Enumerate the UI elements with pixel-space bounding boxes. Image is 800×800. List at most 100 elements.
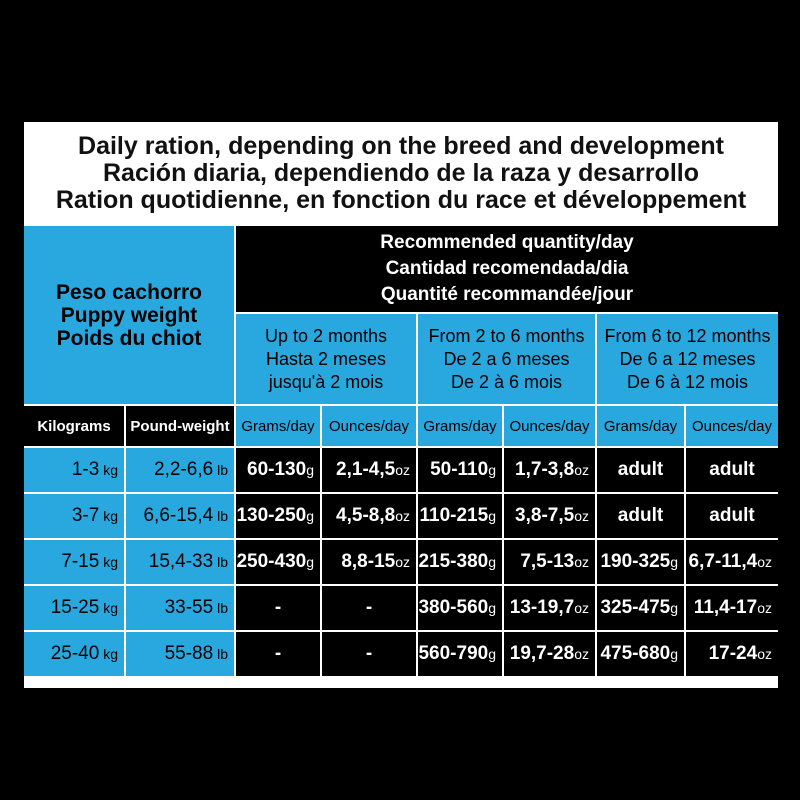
pound-weight-cell: 6,6-15,4 lb — [126, 494, 234, 538]
ounces-cell: 2,1-4,5 oz — [322, 448, 416, 492]
ounces-value: 17-24 — [708, 643, 758, 664]
ounces-cell: 6,7-11,4 oz — [686, 540, 778, 584]
pound-weight-unit: lb — [213, 600, 228, 616]
recommended-line-1: Recommended quantity/day — [380, 232, 634, 253]
kilograms-cell: 7-15 kg — [24, 540, 124, 584]
pound-weight-cell: 15,4-33 lb — [126, 540, 234, 584]
grams-cell: 475-680 g — [597, 632, 684, 676]
ounces-cell: 13-19,7 oz — [504, 586, 595, 630]
ounces-unit: oz — [574, 600, 589, 616]
ounces-cell: adult — [686, 494, 778, 538]
kilograms-unit: kg — [99, 554, 118, 570]
pound-weight-value: 2,2-6,6 — [154, 459, 214, 480]
pound-weight-unit: lb — [213, 646, 228, 662]
ounces-value: 1,7-3,8 — [515, 459, 575, 480]
grams-unit: g — [488, 508, 496, 524]
ounces-value: 3,8-7,5 — [515, 505, 575, 526]
grams-value: adult — [617, 505, 664, 526]
grams-value: - — [274, 643, 282, 664]
grams-cell: 190-325 g — [597, 540, 684, 584]
pound-weight-unit: lb — [213, 554, 228, 570]
kilograms-cell: 15-25 kg — [24, 586, 124, 630]
grams-cell: 325-475 g — [597, 586, 684, 630]
ounces-unit: oz — [574, 554, 589, 570]
recommended-line-2: Cantidad recomendada/dia — [385, 258, 629, 279]
ounces-unit: oz — [574, 508, 589, 524]
title-french: Ration quotidienne, en fonction du race … — [55, 185, 747, 214]
ounces-cell: 17-24 oz — [686, 632, 778, 676]
ounces-cell: 11,4-17 oz — [686, 586, 778, 630]
kilograms-value: 7-15 — [61, 551, 100, 572]
grams-cell: 560-790 g — [418, 632, 502, 676]
kilograms-unit: kg — [99, 462, 118, 478]
kilograms-value: 15-25 — [50, 597, 100, 618]
age-group-line-2: De 6 a 12 meses — [619, 348, 756, 369]
column-header-ounces: Ounces/day — [686, 406, 778, 446]
grams-value: 110-215 — [419, 505, 489, 526]
grams-value: 560-790 — [418, 643, 489, 664]
ounces-value: 2,1-4,5 — [336, 459, 396, 480]
title-english: Daily ration, depending on the breed and… — [78, 131, 724, 160]
grams-unit: g — [488, 462, 496, 478]
grams-cell: 380-560 g — [418, 586, 502, 630]
ounces-cell: adult — [686, 448, 778, 492]
ounces-unit: oz — [395, 554, 410, 570]
age-group-line-3: jusqu'à 2 mois — [268, 371, 384, 392]
puppy-weight-header: Peso cachorro Puppy weight Poids du chiot — [24, 226, 234, 404]
ounces-cell: - — [322, 632, 416, 676]
kilograms-value: 25-40 — [50, 643, 100, 664]
grams-value: 325-475 — [600, 597, 671, 618]
kilograms-cell: 25-40 kg — [24, 632, 124, 676]
pound-weight-value: 33-55 — [164, 597, 214, 618]
column-header-grams: Grams/day — [236, 406, 320, 446]
column-header-ounces: Ounces/day — [504, 406, 595, 446]
ounces-value: - — [365, 643, 373, 664]
ounces-value: 8,8-15 — [341, 551, 396, 572]
pound-weight-unit: lb — [213, 462, 228, 478]
column-header-ounces: Ounces/day — [322, 406, 416, 446]
ounces-cell: 19,7-28 oz — [504, 632, 595, 676]
grams-unit: g — [306, 462, 314, 478]
column-header-grams: Grams/day — [418, 406, 502, 446]
kilograms-cell: 1-3 kg — [24, 448, 124, 492]
grams-cell: - — [236, 586, 320, 630]
grams-cell: 130-250 g — [236, 494, 320, 538]
ounces-value: 4,5-8,8 — [336, 505, 396, 526]
grams-unit: g — [306, 508, 314, 524]
ounces-cell: 3,8-7,5 oz — [504, 494, 595, 538]
age-group-line-1: From 6 to 12 months — [604, 325, 771, 346]
ounces-value: adult — [709, 505, 755, 526]
ounces-value: 11,4-17 — [693, 597, 758, 618]
grams-cell: adult — [597, 448, 684, 492]
grams-value: 380-560 — [418, 597, 489, 618]
recommended-quantity-header: Recommended quantity/day Cantidad recomen… — [236, 226, 778, 312]
age-group-line-1: From 2 to 6 months — [428, 325, 585, 346]
pound-weight-unit: lb — [213, 508, 228, 524]
grams-value: 250-430 — [236, 551, 307, 572]
grams-cell: - — [236, 632, 320, 676]
recommended-line-3: Quantité recommandée/jour — [380, 284, 634, 305]
grams-cell: 215-380 g — [418, 540, 502, 584]
ounces-unit: oz — [574, 462, 589, 478]
table-title: Daily ration, depending on the breed and… — [24, 122, 778, 224]
pound-weight-cell: 33-55 lb — [126, 586, 234, 630]
age-group-line-2: De 2 a 6 meses — [443, 348, 570, 369]
grams-unit: g — [488, 554, 496, 570]
ounces-unit: oz — [757, 554, 772, 570]
puppy-weight-line-3: Poids du chiot — [56, 326, 202, 350]
column-header-kilograms: Kilograms — [24, 406, 124, 446]
kilograms-value: 1-3 — [71, 459, 100, 480]
pound-weight-cell: 2,2-6,6 lb — [126, 448, 234, 492]
grams-value: - — [274, 597, 282, 618]
ounces-value: 7,5-13 — [520, 551, 575, 572]
ounces-cell: 8,8-15 oz — [322, 540, 416, 584]
ration-table: Daily ration, depending on the breed and… — [24, 122, 778, 688]
grams-value: 190-325 — [600, 551, 671, 572]
age-group-header: Up to 2 months Hasta 2 meses jusqu'à 2 moi… — [236, 314, 416, 404]
ounces-unit: oz — [757, 600, 772, 616]
grams-unit: g — [670, 554, 678, 570]
ounces-unit: oz — [395, 462, 410, 478]
title-spanish: Ración diaria, dependiendo de la raza y … — [102, 158, 699, 187]
grams-value: 475-680 — [600, 643, 671, 664]
ounces-value: - — [365, 597, 373, 618]
